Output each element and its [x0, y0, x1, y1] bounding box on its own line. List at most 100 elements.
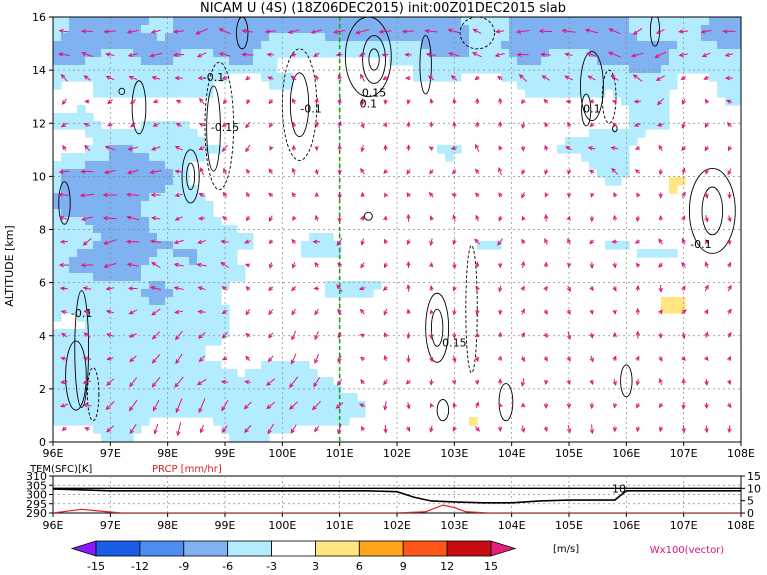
shade-cell: [53, 33, 62, 42]
shade-cell: [205, 377, 214, 386]
shade-cell: [117, 17, 126, 26]
shade-cell: [181, 209, 190, 218]
shade-cell: [253, 369, 262, 378]
wind-vector: [658, 356, 663, 362]
wind-vector: [174, 309, 184, 315]
wind-vector: [447, 28, 461, 34]
wind-vector: [406, 426, 411, 432]
shade-cell: [357, 25, 366, 34]
wind-vector: [475, 97, 480, 104]
shade-cell: [117, 433, 126, 442]
shade-cell: [213, 377, 222, 386]
shade-cell: [733, 57, 741, 66]
shade-cell: [293, 361, 302, 370]
wind-vector: [475, 192, 480, 198]
shade-cell: [181, 81, 190, 90]
shade-cell: [645, 41, 654, 50]
wind-vector: [80, 169, 94, 174]
shade-cell: [133, 201, 142, 210]
shade-cell: [317, 41, 326, 50]
shade-cell: [485, 41, 494, 50]
wind-vector: [681, 262, 686, 268]
shade-cell: [165, 121, 174, 130]
shade-cell: [669, 297, 678, 306]
shade-cell: [117, 161, 126, 170]
sub-x-tick-label: 106E: [612, 519, 640, 532]
shade-cell: [133, 353, 142, 362]
shade-cell: [173, 169, 182, 178]
shade-cell: [597, 161, 606, 170]
shade-cell: [157, 65, 166, 74]
shade-cell: [501, 33, 510, 42]
shade-cell: [221, 17, 230, 26]
shade-cell: [173, 153, 182, 162]
shade-cell: [109, 273, 118, 282]
shade-cell: [373, 33, 382, 42]
wind-vector: [589, 379, 594, 385]
contour-line: [131, 80, 147, 135]
shade-cell: [613, 33, 622, 42]
shade-cell: [293, 25, 302, 34]
wind-vector: [264, 29, 276, 34]
shade-cell: [277, 33, 286, 42]
shade-cell: [205, 17, 214, 26]
shade-cell: [501, 73, 510, 82]
shade-cell: [85, 337, 94, 346]
shade-cell: [213, 369, 222, 378]
shade-cell: [557, 81, 566, 90]
shade-cell: [525, 41, 534, 50]
wind-vector: [84, 427, 90, 432]
wind-vector: [613, 191, 618, 198]
shade-cell: [205, 201, 214, 210]
wind-vector: [105, 286, 115, 291]
shade-cell: [69, 209, 78, 218]
shade-cell: [229, 241, 238, 250]
wind-vector: [360, 215, 365, 221]
shade-cell: [197, 385, 206, 394]
shade-cell: [61, 393, 70, 402]
shade-cell: [133, 161, 142, 170]
shade-cell: [141, 137, 150, 146]
wind-vector: [612, 426, 618, 433]
shade-cell: [189, 409, 198, 418]
shade-cell: [157, 57, 166, 66]
wind-vector: [658, 403, 664, 409]
shade-cell: [165, 345, 174, 354]
wind-vector: [521, 402, 526, 408]
shade-cell: [181, 249, 190, 258]
shade-cell: [181, 393, 190, 402]
shade-cell: [141, 41, 150, 50]
shade-cell: [93, 233, 102, 242]
shade-cell: [165, 313, 174, 322]
wind-vector: [611, 167, 619, 175]
shade-cell: [701, 17, 710, 26]
shade-cell: [53, 169, 62, 178]
shade-cell: [197, 361, 206, 370]
shade-cell: [61, 273, 70, 282]
shade-cell: [141, 361, 150, 370]
sub-x-tick-label: 100E: [268, 519, 296, 532]
shade-cell: [101, 289, 110, 298]
shade-cell: [93, 425, 102, 434]
shade-cell: [117, 153, 126, 162]
y-tick-label: 14: [32, 64, 46, 77]
shade-cell: [93, 33, 102, 42]
shade-cell: [693, 41, 702, 50]
shade-cell: [669, 177, 678, 186]
shade-cell: [117, 393, 126, 402]
contour-line: [186, 162, 196, 191]
shade-cell: [269, 49, 278, 58]
shade-cell: [213, 297, 222, 306]
shade-cell: [125, 89, 134, 98]
wind-vector: [681, 237, 686, 245]
shade-cell: [109, 401, 118, 410]
shade-cell: [629, 41, 638, 50]
shade-cell: [85, 169, 94, 178]
shade-cell: [213, 265, 222, 274]
shade-cell: [61, 409, 70, 418]
shade-cell: [317, 401, 326, 410]
wind-vector: [430, 402, 435, 408]
wind-vector: [268, 332, 274, 339]
shade-cell: [165, 169, 174, 178]
shade-cell: [109, 209, 118, 218]
